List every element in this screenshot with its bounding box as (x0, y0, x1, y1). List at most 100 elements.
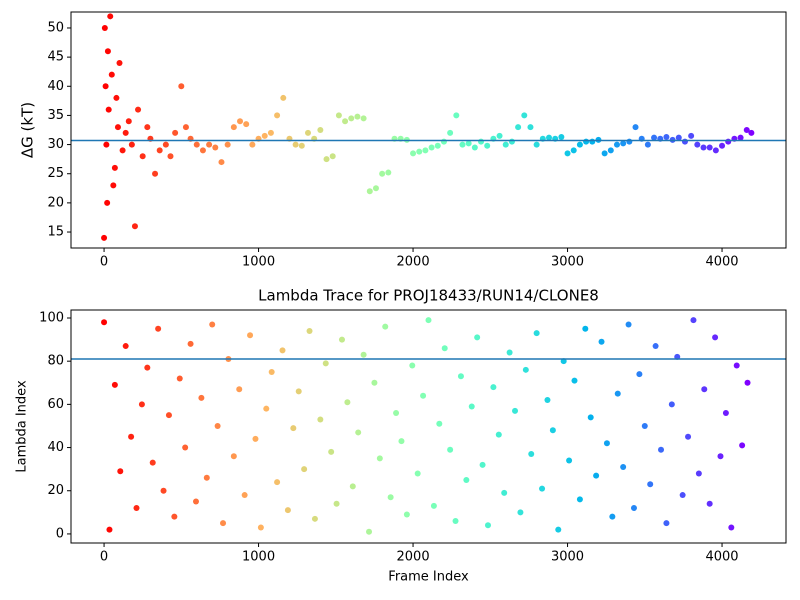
data-point (267, 129, 274, 136)
data-point (104, 199, 111, 206)
data-point (528, 451, 535, 458)
data-point (290, 425, 297, 432)
data-point (249, 141, 256, 148)
data-point (317, 127, 324, 133)
data-point (101, 319, 108, 326)
data-point (583, 138, 590, 145)
data-point (274, 112, 281, 119)
data-point (453, 112, 460, 119)
data-point (668, 401, 675, 408)
data-point (533, 141, 540, 148)
data-point (393, 410, 400, 417)
data-point (459, 141, 466, 148)
data-point (587, 414, 594, 421)
data-point (110, 182, 117, 189)
data-point (717, 453, 724, 460)
data-point (156, 147, 163, 154)
y-tick-label: 20 (47, 195, 64, 210)
data-point (706, 500, 713, 507)
data-point (410, 150, 417, 157)
data-point (658, 446, 665, 453)
data-point (348, 115, 355, 122)
data-point (371, 379, 378, 386)
data-point (644, 141, 651, 148)
data-point (218, 159, 225, 166)
data-point (111, 381, 118, 388)
data-point (103, 141, 110, 148)
data-point (192, 498, 199, 505)
data-point (155, 325, 162, 332)
data-point (301, 466, 308, 473)
data-point (122, 343, 129, 350)
y-tick-label: 40 (47, 440, 64, 455)
data-point (478, 138, 485, 145)
data-point (178, 83, 185, 90)
data-point (725, 138, 732, 145)
data-point (101, 24, 108, 31)
data-point (107, 13, 114, 20)
data-point (452, 517, 459, 524)
data-point (133, 505, 140, 512)
y-tick-label: 45 (47, 50, 64, 65)
data-point (502, 141, 509, 148)
y-tick-label: 35 (47, 108, 64, 123)
data-point (681, 138, 688, 145)
data-point (182, 124, 189, 131)
data-point (366, 528, 373, 535)
data-point (252, 435, 259, 442)
data-point (139, 153, 146, 160)
data-point (335, 112, 342, 119)
data-point (601, 150, 608, 157)
data-point (372, 185, 379, 192)
data-point (428, 144, 435, 151)
data-point (203, 474, 210, 481)
data-point (688, 132, 695, 139)
data-point (663, 520, 670, 527)
data-point (116, 59, 123, 66)
data-point (490, 384, 497, 391)
data-point (403, 511, 410, 518)
x-tick-label: 2000 (397, 255, 430, 270)
data-point (387, 494, 394, 501)
data-point (484, 522, 491, 529)
data-point (576, 141, 583, 148)
data-point (744, 379, 751, 386)
data-point (220, 520, 227, 527)
data-point (104, 48, 111, 55)
data-point (613, 141, 620, 148)
data-point (748, 129, 755, 136)
x-axis-label: Frame Index (388, 570, 469, 585)
data-point (241, 492, 248, 499)
y-tick-label: 50 (47, 20, 64, 35)
data-point (409, 362, 416, 369)
data-point (474, 334, 481, 341)
data-point (733, 362, 740, 369)
data-point (102, 83, 109, 90)
data-point (138, 401, 145, 408)
data-point (495, 431, 502, 438)
data-point (457, 373, 464, 380)
x-tick-label: 4000 (705, 550, 738, 565)
data-point (209, 321, 216, 328)
data-point (447, 446, 454, 453)
data-point (167, 153, 174, 160)
data-point (468, 403, 475, 410)
data-point (479, 461, 486, 468)
data-point (512, 407, 519, 414)
data-point (160, 487, 167, 494)
data-point (306, 327, 313, 334)
data-point (182, 444, 189, 451)
data-point (349, 483, 356, 490)
data-point (125, 118, 132, 125)
data-point (376, 455, 383, 462)
data-point (690, 317, 697, 324)
data-point (328, 448, 335, 455)
data-point (695, 470, 702, 477)
data-point (243, 121, 250, 128)
data-point (354, 113, 361, 120)
data-point (355, 429, 362, 436)
data-point (284, 507, 291, 514)
data-point (434, 142, 441, 149)
data-point (117, 468, 124, 475)
data-point (187, 340, 194, 347)
